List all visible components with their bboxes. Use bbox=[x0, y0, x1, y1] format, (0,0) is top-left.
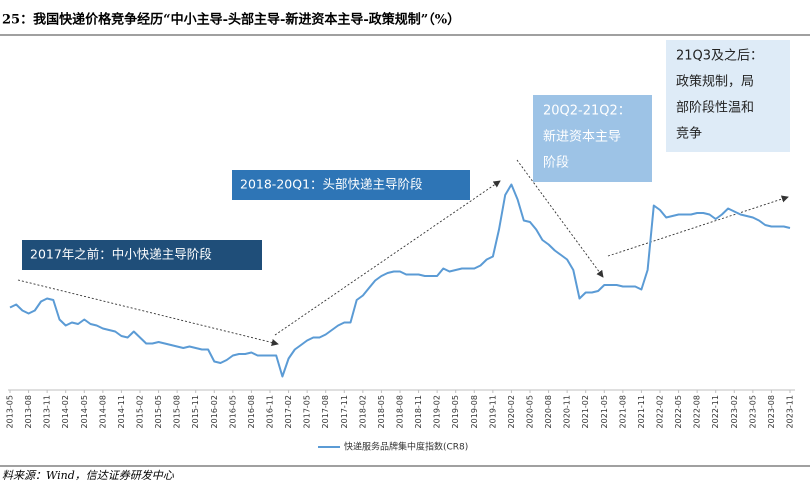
x-tick-label: 2021-02 bbox=[581, 395, 590, 428]
x-tick-label: 2015-08 bbox=[173, 395, 182, 428]
annotation-text: 部阶段性温和 bbox=[676, 101, 754, 116]
x-tick-label: 2023-02 bbox=[730, 395, 739, 428]
annotation-text: 政策规制，局 bbox=[676, 74, 754, 90]
x-tick-label: 2014-05 bbox=[80, 395, 89, 428]
legend-label: 快递服务品牌集中度指数(CR8) bbox=[344, 441, 468, 453]
annotation-box bbox=[232, 170, 470, 200]
x-tick-label: 2023-11 bbox=[786, 395, 795, 428]
x-tick-label: 2022-11 bbox=[711, 395, 720, 428]
trend-arrow bbox=[274, 180, 501, 336]
x-tick-label: 2014-02 bbox=[61, 395, 70, 428]
x-tick-label: 2023-08 bbox=[767, 395, 776, 428]
x-tick-label: 2020-08 bbox=[544, 395, 553, 428]
x-tick-label: 2015-05 bbox=[154, 395, 163, 428]
x-tick-label: 2021-05 bbox=[600, 395, 609, 428]
annotation-text: 阶段 bbox=[543, 156, 569, 171]
x-tick-label: 2017-11 bbox=[340, 395, 349, 428]
x-tick-label: 2013-11 bbox=[43, 395, 52, 428]
x-tick-label: 2018-05 bbox=[377, 395, 386, 428]
x-tick-label: 2015-11 bbox=[191, 395, 200, 428]
x-tick-label: 2017-02 bbox=[284, 395, 293, 428]
x-tick-label: 2022-02 bbox=[656, 395, 665, 428]
x-tick-label: 2017-08 bbox=[321, 395, 330, 428]
x-tick-label: 2013-05 bbox=[6, 395, 15, 428]
x-tick-label: 2018-02 bbox=[358, 395, 367, 428]
x-tick-label: 2020-05 bbox=[526, 395, 535, 428]
x-tick-label: 2019-02 bbox=[433, 395, 442, 428]
annotation-text: 20Q2-21Q2： bbox=[543, 104, 631, 119]
x-tick-label: 2019-11 bbox=[488, 395, 497, 428]
x-tick-label: 2016-08 bbox=[247, 395, 256, 428]
x-tick-label: 2019-08 bbox=[470, 395, 479, 428]
x-tick-label: 2020-02 bbox=[507, 395, 516, 428]
trend-arrows bbox=[17, 159, 789, 346]
trend-arrow bbox=[607, 195, 789, 257]
x-tick-label: 2016-05 bbox=[228, 395, 237, 428]
annotation-text: 2018-20Q1：头部快递主导阶段 bbox=[240, 177, 423, 192]
x-tick-label: 2018-11 bbox=[414, 395, 423, 428]
annotation-box bbox=[666, 40, 790, 152]
x-tick-label: 2017-05 bbox=[303, 395, 312, 428]
annotation-text: 竞争 bbox=[676, 126, 702, 142]
data-line bbox=[9, 183, 791, 378]
x-tick-label: 2019-05 bbox=[451, 395, 460, 428]
trend-arrow bbox=[17, 279, 279, 346]
annotation-text: 2017年之前：中小快递主导阶段 bbox=[30, 247, 212, 262]
x-tick-label: 2021-08 bbox=[618, 395, 627, 428]
annotation-box bbox=[533, 95, 652, 182]
chart-title: 25：我国快递价格竞争经历“中小主导-头部主导-新进资本主导-政策规制”（%） bbox=[2, 12, 460, 28]
x-tick-label: 2023-05 bbox=[748, 395, 757, 428]
x-tick-label: 2014-11 bbox=[117, 395, 126, 428]
source: 料来源：Wind，信达证券研发中心 bbox=[2, 469, 175, 482]
x-tick-label: 2020-11 bbox=[563, 395, 572, 428]
x-tick-label: 2022-08 bbox=[693, 395, 702, 428]
x-tick-label: 2016-11 bbox=[266, 395, 275, 428]
annotation-box bbox=[22, 240, 262, 270]
x-tick-label: 2022-05 bbox=[674, 395, 683, 428]
x-tick-label: 2016-02 bbox=[210, 395, 219, 428]
annotation-text: 21Q3及之后： bbox=[676, 49, 763, 64]
x-tick-label: 2014-08 bbox=[98, 395, 107, 428]
x-tick-label: 2021-11 bbox=[637, 395, 646, 428]
annotation-text: 新进资本主导 bbox=[543, 129, 621, 145]
x-tick-label: 2013-08 bbox=[24, 395, 33, 428]
x-tick-label: 2015-02 bbox=[136, 395, 145, 428]
x-tick-label: 2018-08 bbox=[396, 395, 405, 428]
trend-arrow bbox=[516, 159, 604, 278]
